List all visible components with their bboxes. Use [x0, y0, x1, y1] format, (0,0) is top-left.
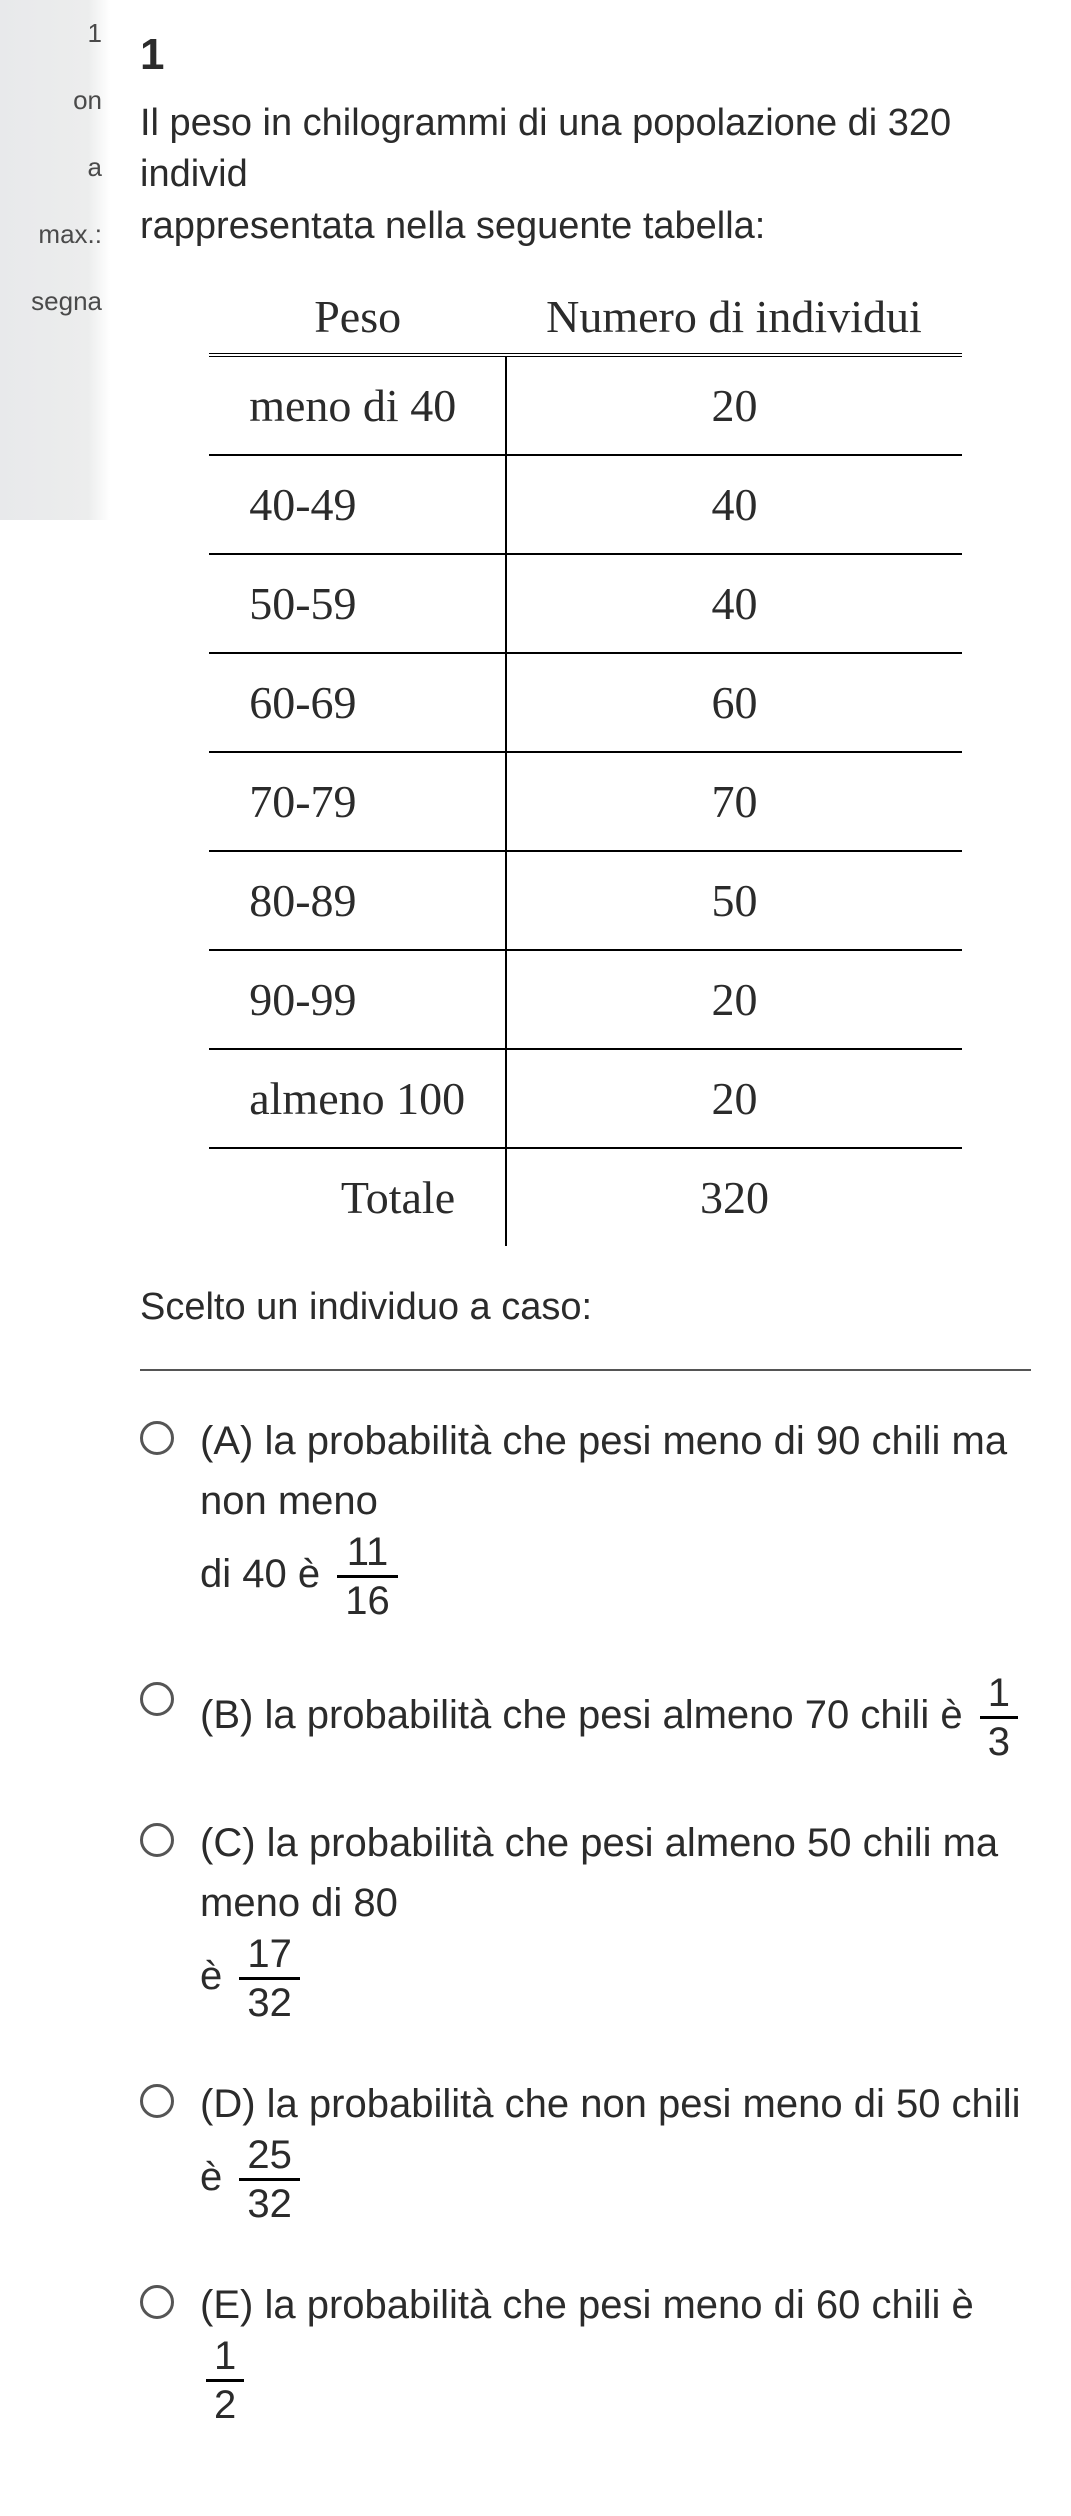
- fraction: 11 16: [337, 1531, 398, 1622]
- page-root: 1 on a max.: segna 1 Il peso in chilogra…: [0, 0, 1071, 2516]
- table-row: 90-99 20: [209, 950, 962, 1049]
- fraction-numerator: 25: [239, 2134, 300, 2181]
- option-letter: (E): [200, 2283, 253, 2327]
- radio-icon[interactable]: [140, 1421, 174, 1455]
- option-b[interactable]: (B) la probabilità che pesi almeno 70 ch…: [140, 1672, 1031, 1763]
- question-intro: Il peso in chilogrammi di una popolazion…: [140, 98, 1031, 252]
- option-text-cont: di 40 è: [200, 1552, 320, 1596]
- option-text: la probabilità che pesi almeno 70 chili …: [264, 1693, 962, 1737]
- cell-peso: almeno 100: [209, 1049, 506, 1148]
- table-row: 50-59 40: [209, 554, 962, 653]
- rail-item: a: [8, 152, 102, 183]
- table-row: meno di 40 20: [209, 355, 962, 455]
- option-text-cont: è: [200, 1954, 222, 1998]
- option-d-body: (D) la probabilità che non pesi meno di …: [200, 2074, 1031, 2225]
- fraction: 17 32: [239, 1933, 300, 2024]
- option-text: la probabilità che non pesi meno di 50 c…: [200, 2082, 1020, 2199]
- table-row: 80-89 50: [209, 851, 962, 950]
- fraction-numerator: 1: [980, 1672, 1018, 1719]
- fraction-numerator: 1: [206, 2335, 244, 2382]
- table-header-row: Peso Numero di individui: [209, 282, 962, 355]
- table-row: 70-79 70: [209, 752, 962, 851]
- rail-item: on: [8, 85, 102, 116]
- option-b-body: (B) la probabilità che pesi almeno 70 ch…: [200, 1672, 1031, 1763]
- table-row: 40-49 40: [209, 455, 962, 554]
- cell-count: 40: [506, 554, 962, 653]
- col-header-numero: Numero di individui: [506, 282, 962, 355]
- cell-total-label: Totale: [209, 1148, 506, 1246]
- cell-peso: 60-69: [209, 653, 506, 752]
- radio-icon[interactable]: [140, 2084, 174, 2118]
- cell-peso: 80-89: [209, 851, 506, 950]
- content-area: 1 Il peso in chilogrammi di una popolazi…: [0, 0, 1071, 2516]
- rail-item: max.:: [8, 219, 102, 250]
- fraction: 25 32: [239, 2134, 300, 2225]
- option-letter: (A): [200, 1419, 253, 1463]
- frequency-table: Peso Numero di individui meno di 40 20 4…: [209, 282, 962, 1246]
- cell-count: 20: [506, 1049, 962, 1148]
- option-d[interactable]: (D) la probabilità che non pesi meno di …: [140, 2074, 1031, 2225]
- option-c[interactable]: (C) la probabilità che pesi almeno 50 ch…: [140, 1813, 1031, 2024]
- separator-line: [140, 1369, 1031, 1371]
- selection-prompt: Scelto un individuo a caso:: [140, 1286, 1031, 1329]
- option-c-body: (C) la probabilità che pesi almeno 50 ch…: [200, 1813, 1031, 2024]
- fraction-denominator: 32: [239, 1980, 300, 2024]
- left-rail: 1 on a max.: segna: [0, 0, 110, 520]
- cell-total-value: 320: [506, 1148, 962, 1246]
- fraction-numerator: 17: [239, 1933, 300, 1980]
- cell-count: 60: [506, 653, 962, 752]
- col-header-peso: Peso: [209, 282, 506, 355]
- option-e[interactable]: (E) la probabilità che pesi meno di 60 c…: [140, 2275, 1031, 2426]
- fraction: 1 3: [980, 1672, 1018, 1763]
- question-number: 1: [140, 30, 1031, 80]
- cell-peso: 40-49: [209, 455, 506, 554]
- cell-peso: 50-59: [209, 554, 506, 653]
- table-row: almeno 100 20: [209, 1049, 962, 1148]
- cell-count: 50: [506, 851, 962, 950]
- cell-peso: 90-99: [209, 950, 506, 1049]
- option-letter: (D): [200, 2082, 256, 2126]
- radio-icon[interactable]: [140, 1682, 174, 1716]
- option-a[interactable]: (A) la probabilità che pesi meno di 90 c…: [140, 1411, 1031, 1622]
- cell-count: 20: [506, 355, 962, 455]
- option-a-body: (A) la probabilità che pesi meno di 90 c…: [200, 1411, 1031, 1622]
- rail-item: 1: [8, 18, 102, 49]
- option-text: la probabilità che pesi meno di 60 chili…: [264, 2283, 973, 2327]
- table-total-row: Totale 320: [209, 1148, 962, 1246]
- radio-icon[interactable]: [140, 2285, 174, 2319]
- intro-line-2: rappresentata nella seguente tabella:: [140, 205, 765, 247]
- fraction: 1 2: [206, 2335, 244, 2426]
- cell-count: 20: [506, 950, 962, 1049]
- fraction-denominator: 2: [206, 2382, 244, 2426]
- option-letter: (B): [200, 1693, 253, 1737]
- intro-line-1: Il peso in chilogrammi di una popolazion…: [140, 102, 951, 195]
- rail-item: segna: [8, 286, 102, 317]
- fraction-denominator: 32: [239, 2181, 300, 2225]
- option-e-body: (E) la probabilità che pesi meno di 60 c…: [200, 2275, 1031, 2426]
- fraction-denominator: 3: [980, 1719, 1018, 1763]
- radio-icon[interactable]: [140, 1823, 174, 1857]
- cell-peso: 70-79: [209, 752, 506, 851]
- option-text: la probabilità che pesi meno di 90 chili…: [200, 1419, 1007, 1523]
- options-list: (A) la probabilità che pesi meno di 90 c…: [140, 1411, 1031, 2426]
- option-text: la probabilità che pesi almeno 50 chili …: [200, 1821, 998, 1925]
- cell-peso: meno di 40: [209, 355, 506, 455]
- fraction-numerator: 11: [337, 1531, 398, 1578]
- fraction-denominator: 16: [337, 1578, 398, 1622]
- table-row: 60-69 60: [209, 653, 962, 752]
- option-letter: (C): [200, 1821, 256, 1865]
- cell-count: 70: [506, 752, 962, 851]
- cell-count: 40: [506, 455, 962, 554]
